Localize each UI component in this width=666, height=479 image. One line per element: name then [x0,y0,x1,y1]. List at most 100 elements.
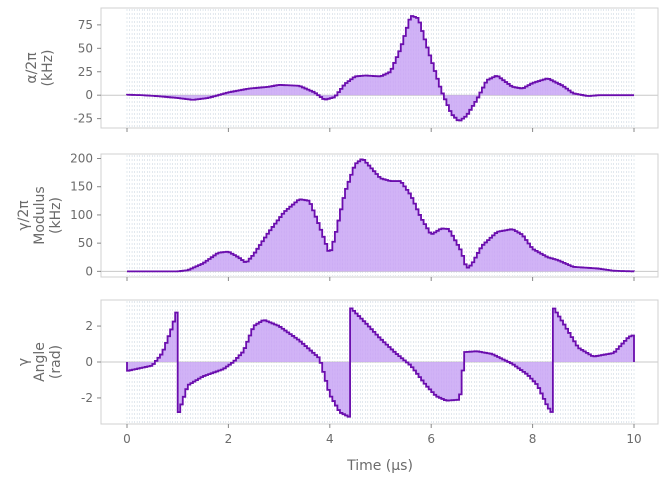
sample-bar [261,320,265,362]
sample-bar [367,75,371,96]
sample-bar [246,88,249,96]
sample-bar [535,250,538,272]
sample-bar [519,88,523,96]
sample-bar [190,268,194,272]
sample-bar [370,75,374,96]
y-tick-label: -2 [81,391,93,405]
sample-bar [522,87,526,96]
sample-bar [304,346,308,362]
sample-bar [461,95,465,119]
sample-bar [446,228,450,272]
sample-bar [524,86,528,96]
sample-bar [251,255,255,272]
sample-bar [585,352,589,362]
sample-bar [377,176,381,272]
sample-bar [375,174,379,272]
sample-bar [327,95,331,99]
sample-bar [263,320,267,362]
sample-bar [367,165,371,272]
sample-bar [443,362,447,401]
sample-bar [306,348,310,362]
sample-bar [284,85,288,96]
y-axis-label: Modulus [32,186,48,244]
sample-bar [319,95,323,98]
sample-bar [243,89,247,96]
sample-bar [357,161,361,272]
sample-bar [180,95,184,99]
sample-bar [479,92,483,96]
sample-bar [248,335,252,362]
sample-bar [471,351,475,362]
sample-bar [261,87,265,96]
sample-bar [535,81,538,96]
sample-bar [433,70,437,96]
sample-bar [517,362,521,369]
sample-bar [266,321,270,362]
sample-bar [350,308,353,362]
sample-bar [182,362,186,397]
sample-bar [603,269,607,272]
sample-bar [362,75,366,96]
sample-bar [195,95,199,100]
sample-bar [603,354,607,362]
y-axis-label: (kHz) [40,50,56,87]
sample-bar [497,76,500,96]
sample-bar [350,79,353,96]
sample-bar [372,171,376,272]
sample-bar [197,265,201,272]
sample-bar [268,322,272,362]
sample-bar [296,200,300,272]
sample-bar [306,89,310,96]
sample-bar [547,78,551,96]
sample-bar [274,85,277,96]
sample-bar [464,352,467,362]
sample-bar [220,252,224,272]
sample-bar [413,203,417,272]
sample-bar [294,202,298,272]
y-axis-label: Angle [32,342,48,382]
sample-bar [573,341,576,362]
panel-1: -25 0 25 50 75 α/2π (kHz) [24,7,659,132]
sample-bar [550,80,554,96]
sample-bar [144,362,148,367]
y-tick-label: 50 [78,236,93,250]
sample-bar [192,267,196,272]
sample-bar [385,344,389,362]
y-tick-label: 0 [85,355,93,369]
sample-bar [626,338,630,362]
sample-bar [408,193,412,272]
sample-bar [375,334,379,362]
sample-bar [484,352,488,362]
sample-bar [552,259,556,272]
sample-bar [271,226,275,272]
sample-bar [606,354,609,362]
sample-bar [575,345,579,362]
sample-bar [517,87,521,96]
sample-bar [200,264,204,272]
sample-bar [279,217,282,272]
sample-bar [205,260,209,272]
x-axis-label: Time (μs) [346,458,413,474]
sample-bar [127,362,130,371]
sample-bars [127,15,599,121]
sample-bar [347,81,351,96]
sample-bar [481,87,485,96]
sample-bar [329,362,333,397]
sample-bar [588,267,592,272]
sample-bar [418,22,422,96]
sample-bar [149,362,153,366]
sample-bar [502,230,506,272]
sample-bar [167,336,171,362]
sample-bar [289,206,293,272]
sample-bar [512,362,516,365]
sample-bar [339,209,343,272]
sample-bar [560,320,564,362]
sample-bar [170,95,173,98]
sample-bar [342,85,346,96]
sample-bar [431,362,435,393]
sample-bar [398,51,402,96]
sample-bar [421,362,424,381]
sample-bar [314,216,318,272]
sample-bar [400,44,404,96]
sample-bar [616,348,620,362]
